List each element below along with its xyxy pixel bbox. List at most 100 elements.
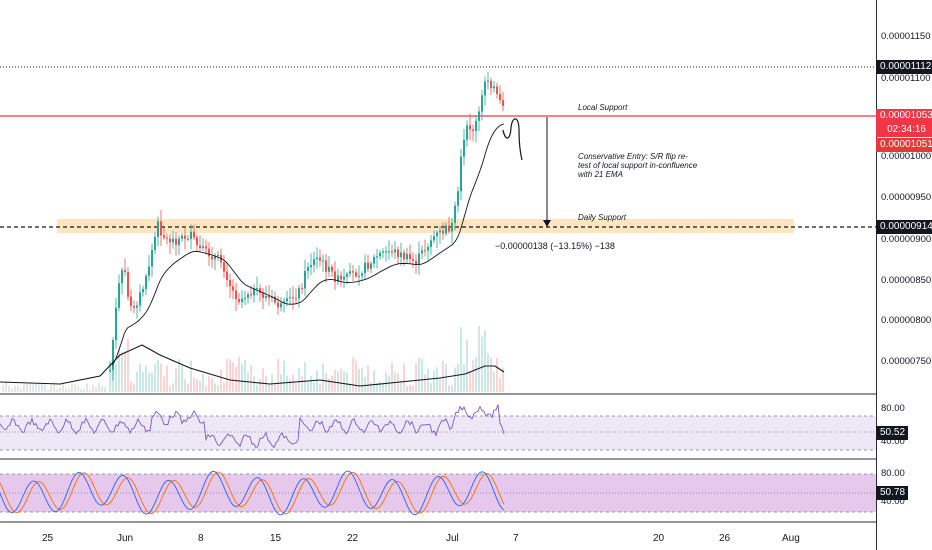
candle-body <box>193 231 195 238</box>
volume-bar <box>59 387 61 392</box>
candle-body <box>199 245 201 248</box>
candle-body <box>259 288 261 294</box>
volume-bar <box>193 377 195 392</box>
volume-bar <box>101 385 103 392</box>
volume-bar <box>232 362 234 392</box>
volume-bar <box>322 363 324 392</box>
candle-body <box>406 253 408 260</box>
volume-bar <box>17 386 19 392</box>
candle-body <box>394 249 396 253</box>
measure-arrow-head <box>543 220 551 227</box>
volume-bar <box>496 357 498 392</box>
candle-body <box>337 275 339 282</box>
volume-bar <box>271 373 273 392</box>
rsi-band <box>0 416 876 450</box>
volume-bar <box>385 372 387 392</box>
candle-body <box>289 297 291 299</box>
candle-body <box>388 251 390 253</box>
volume-bar <box>5 382 7 392</box>
volume-bar <box>80 389 82 392</box>
candle-body <box>367 262 369 269</box>
price-axis[interactable]: 0.00001150 0.00001100 0.00001000 0.00000… <box>876 0 932 550</box>
candle-body <box>409 253 411 260</box>
volume-bar <box>424 374 426 392</box>
candle-body <box>412 259 414 261</box>
candle-body <box>280 303 282 308</box>
candle-body <box>310 264 312 268</box>
candle-body <box>160 221 162 236</box>
entry-note-line-1: Conservative Entry: S/R flip re- <box>578 152 688 161</box>
time-label: Jul <box>446 533 459 544</box>
volume-bar <box>484 330 486 392</box>
volume-bar <box>382 382 384 392</box>
candle-body <box>154 236 156 250</box>
volume-bar <box>415 363 417 392</box>
candle-body <box>397 249 399 258</box>
candle-body <box>424 250 426 252</box>
volume-bar <box>409 385 411 392</box>
volume-bar <box>32 384 34 392</box>
candle-body <box>355 272 357 277</box>
volume-bar <box>256 384 258 392</box>
volume-bar <box>163 376 165 392</box>
volume-bar <box>190 360 192 392</box>
volume-bar <box>205 385 207 392</box>
volume-bar <box>355 360 357 392</box>
price-tick: 0.00000900 <box>881 234 932 245</box>
volume-bar <box>334 369 336 392</box>
high-price-tag: 0.00001112 <box>876 60 932 74</box>
candle-body <box>493 86 495 89</box>
volume-bar <box>214 383 216 392</box>
volume-bar <box>154 363 156 392</box>
candle-body <box>391 251 393 253</box>
volume-bar <box>337 371 339 392</box>
candle-body <box>466 125 468 140</box>
candle-body <box>127 271 129 297</box>
candle-body <box>499 93 501 101</box>
volume-bar <box>454 367 456 392</box>
volume-bar <box>361 367 363 392</box>
volume-bar <box>169 385 171 392</box>
volume-bar <box>50 384 52 392</box>
volume-bar <box>133 383 135 392</box>
candle-body <box>448 225 450 232</box>
volume-bar <box>229 359 231 392</box>
time-label: 8 <box>198 533 204 544</box>
candle-body <box>349 271 351 274</box>
volume-bar <box>370 382 372 392</box>
entry-note-line-3: with 21 EMA <box>578 170 623 179</box>
candle-body <box>121 270 123 284</box>
volume-bar <box>433 370 435 392</box>
volume-bar <box>181 364 183 392</box>
price-chart[interactable] <box>0 0 876 550</box>
volume-bar <box>286 375 288 392</box>
candle-body <box>334 271 336 282</box>
volume-bar <box>121 352 123 392</box>
volume-bar <box>53 382 55 392</box>
candle-body <box>403 252 405 260</box>
volume-bar <box>118 349 120 392</box>
candle-body <box>232 286 234 291</box>
volume-bar <box>421 358 423 392</box>
volume-bar <box>442 360 444 392</box>
candle-body <box>202 246 204 248</box>
time-label: 7 <box>513 533 519 544</box>
candle-body <box>472 129 474 131</box>
candle-body <box>484 81 486 96</box>
volume-bar <box>196 379 198 392</box>
candle-body <box>157 221 159 237</box>
candle-body <box>463 139 465 157</box>
stoch-d-line <box>0 471 505 515</box>
volume-bar <box>71 383 73 392</box>
volume-bar <box>208 375 210 392</box>
volume-bar <box>175 368 177 392</box>
volume-bar <box>412 385 414 392</box>
volume-bar <box>160 363 162 392</box>
volume-bar <box>364 377 366 392</box>
time-axis[interactable]: 25 Jun 8 15 22 Jul 7 20 26 Aug <box>0 523 876 550</box>
candle-body <box>487 80 489 82</box>
candle-body <box>181 235 183 239</box>
rsi-lower-tick: 40.00 <box>881 436 905 447</box>
candle-body <box>178 238 180 245</box>
